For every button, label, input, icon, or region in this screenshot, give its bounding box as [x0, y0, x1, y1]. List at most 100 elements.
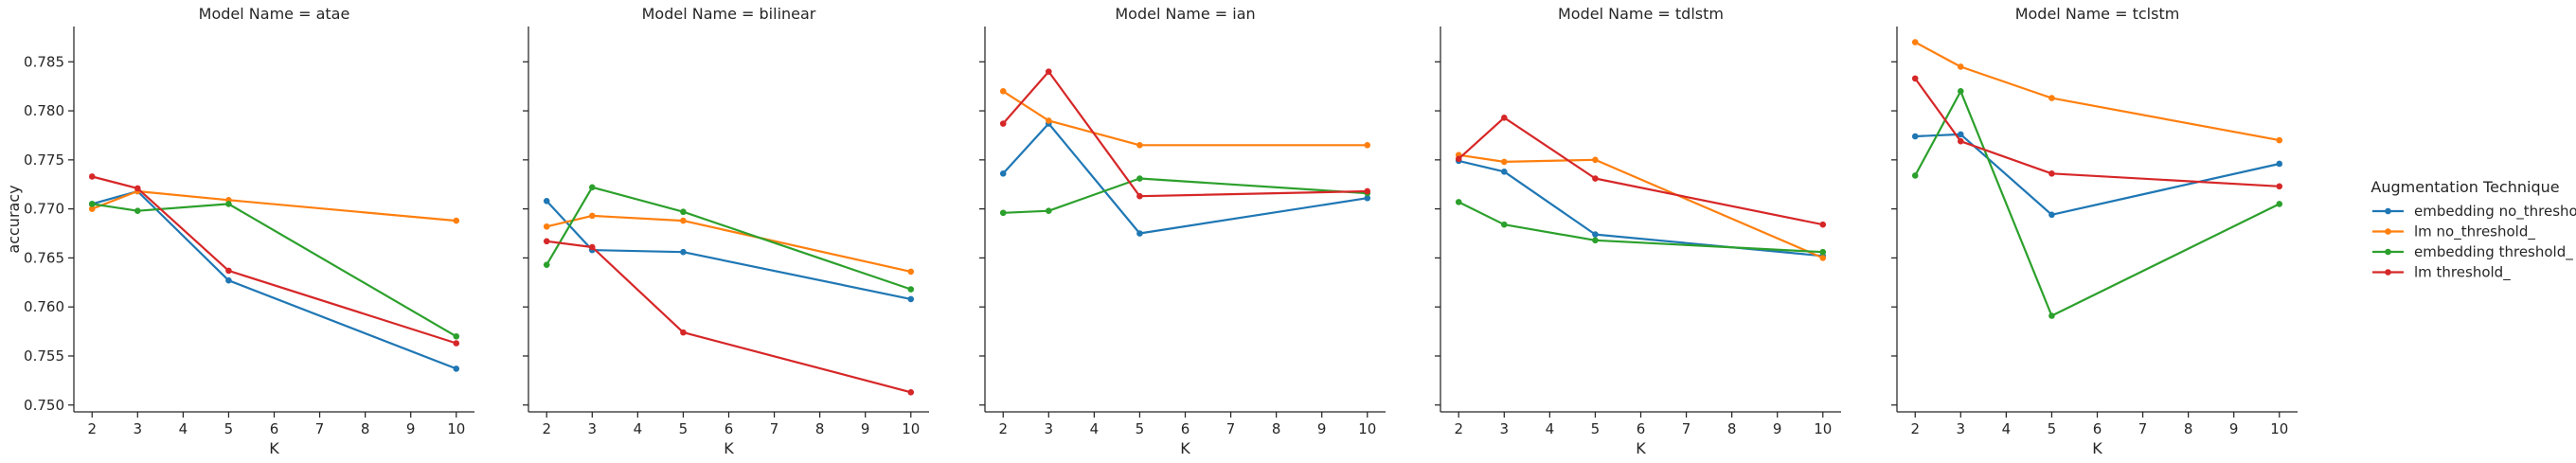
x-tick-label: 6	[724, 420, 734, 437]
data-point	[2276, 183, 2283, 190]
series-line-tdlstm-lm-threshold-	[1458, 116, 1824, 226]
data-point	[543, 223, 550, 230]
data-point	[999, 170, 1007, 177]
data-point	[907, 286, 915, 293]
legend-title: Augmentation Technique	[2370, 178, 2559, 196]
data-point	[1911, 133, 1919, 140]
x-tick-label: 3	[1957, 420, 1966, 437]
x-tick-label: 8	[2184, 420, 2193, 437]
x-tick-label: 10	[1358, 420, 1376, 437]
x-tick-label: 6	[1181, 420, 1190, 437]
data-point	[2276, 201, 2283, 207]
panel-title-ian: Model Name = ian	[1115, 5, 1255, 23]
y-tick-label: 0.765	[24, 249, 64, 266]
y-tick-label: 0.750	[24, 397, 64, 414]
data-point	[1500, 115, 1508, 121]
data-point	[1136, 142, 1143, 149]
x-tick-label: 4	[1546, 420, 1555, 437]
x-tick-label: 3	[1500, 420, 1510, 437]
data-point	[225, 201, 232, 207]
data-point	[1592, 237, 1599, 244]
x-tick-label: 6	[270, 420, 279, 437]
x-tick-label: 6	[2093, 420, 2102, 437]
x-tick-label: 9	[2229, 420, 2239, 437]
series-line-bilinear-lm-no-threshold-	[546, 214, 912, 273]
data-point	[1911, 75, 1919, 82]
data-point	[907, 295, 915, 303]
x-tick-label: 9	[406, 420, 416, 437]
data-point	[1819, 221, 1827, 228]
x-tick-label: 2	[998, 420, 1008, 437]
data-point	[1364, 187, 1371, 195]
data-point	[1819, 248, 1827, 256]
panel-title-atae: Model Name = atae	[199, 5, 350, 23]
x-axis-title: K	[1180, 439, 1190, 457]
data-point	[453, 217, 460, 224]
data-point	[1500, 158, 1508, 166]
x-tick-label: 5	[679, 420, 689, 437]
data-point	[88, 205, 96, 212]
data-point	[1957, 137, 1964, 145]
x-tick-label: 2	[87, 420, 97, 437]
series-line-bilinear-lm-threshold-	[546, 240, 912, 394]
data-point	[1136, 230, 1143, 237]
x-tick-label: 7	[770, 420, 779, 437]
x-tick-label: 10	[902, 420, 920, 437]
data-point	[1364, 142, 1371, 149]
data-point	[1592, 231, 1599, 238]
data-point	[1136, 192, 1143, 200]
series-line-tdlstm-lm-no-threshold-	[1458, 153, 1824, 259]
data-point	[134, 185, 141, 192]
data-point	[2048, 170, 2055, 177]
x-tick-label: 2	[1454, 420, 1463, 437]
data-point	[588, 243, 596, 251]
x-axis-title: K	[1636, 439, 1646, 457]
data-point	[999, 209, 1007, 217]
x-tick-label: 3	[588, 420, 598, 437]
data-point	[543, 198, 550, 205]
y-tick-label: 0.770	[24, 201, 64, 218]
data-point	[907, 268, 915, 276]
x-tick-label: 9	[1773, 420, 1782, 437]
x-tick-label: 4	[179, 420, 188, 437]
series-line-bilinear-embedding-threshold-	[546, 186, 912, 291]
x-tick-label: 8	[815, 420, 825, 437]
data-point	[453, 365, 460, 372]
x-tick-label: 2	[542, 420, 551, 437]
data-point	[1911, 172, 1919, 179]
legend-entry: embedding no_threshold_	[2414, 203, 2576, 221]
data-point	[1957, 88, 1964, 95]
panel-title-bilinear: Model Name = bilinear	[642, 5, 816, 23]
x-tick-label: 5	[224, 420, 234, 437]
panel-title-tclstm: Model Name = tclstm	[2015, 5, 2180, 23]
y-tick-label: 0.780	[24, 102, 64, 119]
x-tick-label: 9	[861, 420, 870, 437]
data-point	[88, 173, 96, 180]
data-point	[543, 261, 550, 268]
y-tick-label: 0.775	[24, 151, 64, 169]
data-point	[2048, 211, 2055, 219]
x-tick-label: 4	[2002, 420, 2012, 437]
x-tick-label: 3	[134, 420, 143, 437]
x-axis-title: K	[269, 439, 279, 457]
data-point	[1957, 131, 1964, 138]
x-tick-label: 10	[1814, 420, 1832, 437]
data-point	[453, 332, 460, 340]
x-tick-label: 7	[1226, 420, 1236, 437]
x-tick-label: 7	[315, 420, 325, 437]
x-tick-label: 7	[1682, 420, 1691, 437]
series-line-ian-embedding-no-threshold-	[1002, 122, 1368, 235]
x-tick-label: 8	[1727, 420, 1737, 437]
x-tick-label: 7	[2138, 420, 2148, 437]
legend-marker	[2385, 207, 2391, 215]
legend-entry: embedding threshold_	[2414, 243, 2573, 261]
data-point	[1819, 255, 1827, 261]
series-line-tclstm-embedding-no-threshold-	[1915, 133, 2281, 216]
data-point	[588, 184, 596, 191]
data-point	[225, 267, 232, 275]
data-point	[134, 207, 141, 214]
data-point	[1455, 155, 1462, 163]
data-point	[88, 201, 96, 207]
series-line-ian-lm-no-threshold-	[1002, 90, 1368, 147]
x-tick-label: 8	[1272, 420, 1281, 437]
